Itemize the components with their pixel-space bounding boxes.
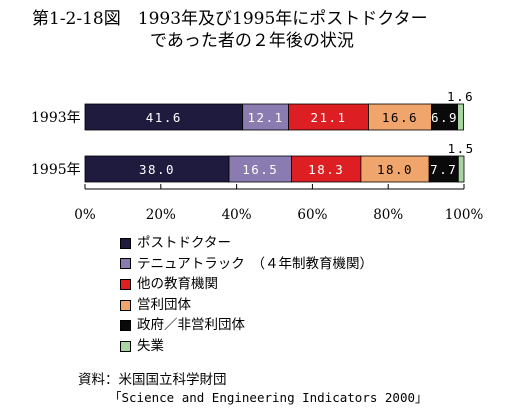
title-line-1: 第1-2-18図 1993年及び1995年にポストドクター [32,9,428,29]
data-label: 1.5 [448,141,475,156]
bar-segment [84,103,244,131]
legend-swatch [120,340,131,352]
source-line-2: 「Science and Engineering Indicators 2000… [109,390,428,405]
data-label: 38.0 [139,162,175,177]
data-label: 16.5 [242,162,278,177]
legend-label: テニュアトラック （４年制教育機関） [137,255,373,272]
legend-item: ポストドクター [120,233,373,254]
category-label: 1993年 [31,110,81,126]
data-label: 18.0 [377,162,413,177]
legend-label: 政府／非営利団体 [137,317,245,334]
legend-swatch [120,237,131,249]
data-label: 1.6 [447,89,474,104]
category-label: 1995年 [31,162,81,178]
legend-item: 他の教育機関 [120,274,373,295]
legend-item: 政府／非営利団体 [120,315,373,336]
x-tick-label: 40% [222,207,252,223]
bar-segment [291,155,362,183]
bar-segment [360,155,430,183]
bar-segment [242,103,289,131]
bar-segment [431,103,458,131]
bar-segment [368,103,432,131]
x-tick-label: 60% [297,207,327,223]
legend-item: 失業 [120,336,373,357]
chart-title: 第1-2-18図 1993年及び1995年にポストドクター であった者の２年後の状… [32,8,428,52]
data-label: 16.6 [382,110,418,125]
legend-swatch [120,258,131,270]
x-tick-label: 100% [445,207,484,223]
x-tick-label: 20% [146,207,176,223]
legend-label: 失業 [137,337,164,354]
data-label: 18.3 [308,162,344,177]
bar-segment [457,103,465,131]
x-tick-label: 80% [373,207,403,223]
legend-swatch [120,299,131,311]
data-label: 21.1 [310,110,346,125]
legend-item: 営利団体 [120,295,373,316]
source-note: 資料：米国国立科学財団「Science and Engineering Indi… [78,371,428,407]
chart-legend: ポストドクターテニュアトラック （４年制教育機関） 他の教育機関 営利団体政府／非営… [120,233,373,357]
legend-swatch [120,320,131,332]
legend-item: テニュアトラック （４年制教育機関） [120,254,373,275]
data-label: 6.9 [431,110,458,125]
data-label: 41.6 [146,110,182,125]
data-label: 7.7 [430,162,457,177]
legend-label: 他の教育機関 [137,276,218,293]
bar-segment [84,155,230,183]
bar-segment [288,103,369,131]
legend-swatch [120,278,131,290]
legend-label: 営利団体 [137,296,191,313]
data-label: 12.1 [248,110,284,125]
bar-segment [428,155,459,183]
x-tick-label: 0% [74,207,96,223]
legend-label: ポストドクター [137,235,231,251]
title-line-2: であった者の２年後の状況 [150,31,354,51]
source-line-1: 資料：米国国立科学財団 [78,372,227,388]
bar-segment [457,155,465,183]
